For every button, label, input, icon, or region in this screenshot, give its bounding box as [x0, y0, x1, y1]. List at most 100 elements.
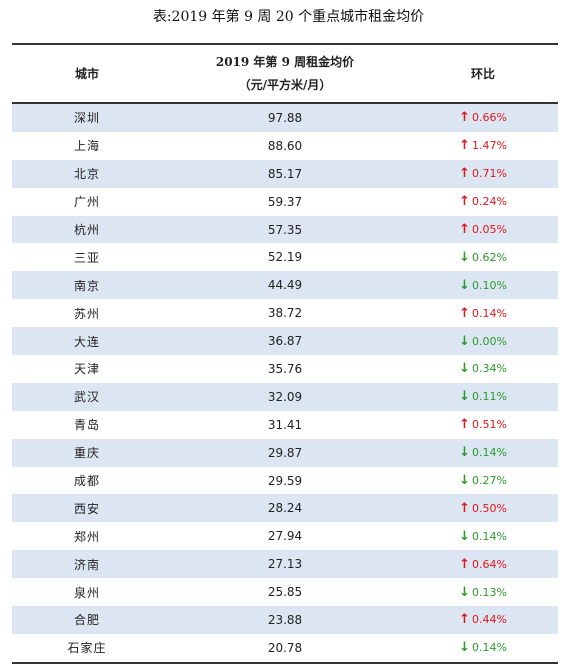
table-row: 上海 88.60 ↑ 1.47% — [12, 132, 558, 160]
cell-city: 重庆 — [73, 446, 100, 461]
arrow-down-icon: ↓ — [459, 473, 470, 489]
cell-change: ↑ 0.05% — [408, 222, 558, 237]
table-row: 南京 44.49 ↓ 0.10% — [12, 271, 558, 300]
cell-price: 27.13 — [267, 557, 303, 572]
table-row: 泉州 25.85 ↓ 0.13% — [12, 578, 558, 606]
arrow-up-icon: ↑ — [459, 222, 470, 237]
cell-price: 27.94 — [267, 529, 303, 544]
arrow-up-icon: ↑ — [459, 166, 470, 182]
change-value: 0.51% — [471, 418, 507, 432]
change-value: 0.10% — [471, 278, 507, 292]
cell-city: 成都 — [73, 474, 100, 489]
change-value: 0.66% — [471, 111, 507, 125]
cell-change: ↑ 0.24% — [408, 194, 558, 209]
arrow-down-icon: ↓ — [459, 640, 470, 656]
cell-price: 28.24 — [267, 501, 303, 516]
cell-city: 北京 — [73, 167, 100, 182]
cell-city: 郑州 — [73, 529, 100, 544]
cell-city: 济南 — [73, 557, 100, 572]
change-value: 0.05% — [471, 223, 507, 236]
arrow-up-icon: ↑ — [459, 417, 470, 433]
table-row: 济南 27.13 ↑ 0.64% — [12, 550, 558, 579]
header-price-line1: 2019 年第 9 周租金均价 — [215, 54, 355, 69]
change-value: 0.71% — [471, 167, 507, 181]
cell-change: ↑ 0.51% — [408, 417, 558, 432]
cell-change: ↓ 0.62% — [408, 250, 558, 265]
arrow-up-icon: ↑ — [459, 194, 470, 210]
change-value: 0.14% — [471, 306, 507, 320]
cell-city: 泉州 — [73, 585, 100, 600]
table-row: 广州 59.37 ↑ 0.24% — [12, 188, 558, 216]
table-row: 合肥 23.88 ↑ 0.44% — [12, 606, 558, 634]
table-row: 成都 29.59 ↓ 0.27% — [12, 467, 558, 495]
table-row: 武汉 32.09 ↓ 0.11% — [12, 382, 558, 411]
cell-change: ↓ 0.14% — [408, 445, 558, 460]
arrow-up-icon: ↑ — [459, 110, 470, 126]
cell-change: ↓ 0.00% — [408, 334, 558, 349]
change-value: 0.34% — [471, 362, 507, 376]
table-row: 北京 85.17 ↑ 0.71% — [12, 159, 558, 188]
cell-change: ↑ 0.44% — [408, 612, 558, 627]
cell-city: 西安 — [73, 501, 100, 516]
change-value: 0.11% — [471, 390, 507, 404]
cell-price: 29.59 — [267, 473, 303, 488]
cell-change: ↑ 0.64% — [408, 557, 558, 572]
cell-price: 25.85 — [267, 585, 303, 600]
arrow-down-icon: ↓ — [459, 361, 470, 377]
change-value: 0.62% — [471, 250, 507, 264]
change-value: 0.44% — [471, 613, 507, 627]
cell-city: 青岛 — [73, 418, 100, 433]
cell-change: ↓ 0.34% — [408, 361, 558, 376]
cell-city: 苏州 — [73, 306, 100, 321]
change-value: 0.13% — [471, 585, 507, 599]
cell-city: 天津 — [73, 362, 100, 377]
change-value: 0.27% — [471, 474, 507, 488]
cell-change: ↑ 1.47% — [408, 138, 558, 153]
arrow-down-icon: ↓ — [459, 584, 470, 600]
cell-price: 59.37 — [267, 194, 303, 209]
cell-price: 32.09 — [267, 389, 303, 404]
cell-change: ↑ 0.71% — [408, 166, 558, 181]
table-row: 青岛 31.41 ↑ 0.51% — [12, 411, 558, 439]
cell-change: ↓ 0.11% — [408, 389, 558, 404]
arrow-down-icon: ↓ — [459, 445, 470, 461]
change-value: 0.00% — [471, 334, 507, 348]
table-row: 天津 35.76 ↓ 0.34% — [12, 355, 558, 383]
change-value: 0.24% — [471, 195, 507, 209]
cell-city: 杭州 — [73, 223, 100, 237]
table-row: 三亚 52.19 ↓ 0.62% — [12, 243, 558, 271]
cell-price: 57.35 — [267, 222, 303, 237]
cell-change: ↓ 0.14% — [408, 640, 558, 655]
header-price: 2019 年第 9 周租金均价 （元/平方米/月） — [162, 51, 408, 97]
header-price-line2: （元/平方米/月） — [238, 77, 332, 92]
rent-table: 城市 2019 年第 9 周租金均价 （元/平方米/月） 环比 深圳 97.88 ↑… — [12, 43, 558, 664]
arrow-up-icon: ↑ — [459, 500, 470, 516]
cell-price: 38.72 — [267, 306, 303, 321]
cell-price: 44.49 — [267, 278, 303, 293]
cell-price: 88.60 — [267, 138, 303, 153]
cell-city: 石家庄 — [67, 641, 107, 656]
cell-change: ↓ 0.14% — [408, 529, 558, 544]
cell-price: 20.78 — [267, 640, 303, 655]
arrow-up-icon: ↑ — [459, 305, 470, 321]
arrow-down-icon: ↓ — [459, 249, 470, 265]
table-row: 石家庄 20.78 ↓ 0.14% — [12, 634, 558, 662]
table-caption: 表:2019 年第 9 周 20 个重点城市租金均价 — [152, 9, 425, 25]
cell-city: 大连 — [73, 334, 100, 349]
cell-city: 南京 — [73, 278, 100, 293]
cell-price: 29.87 — [267, 445, 303, 460]
change-value: 0.64% — [471, 557, 507, 571]
cell-change: ↑ 0.66% — [408, 110, 558, 125]
cell-price: 97.88 — [267, 110, 303, 125]
arrow-down-icon: ↓ — [459, 333, 470, 349]
table-row: 深圳 97.88 ↑ 0.66% — [12, 104, 558, 132]
arrow-down-icon: ↓ — [459, 389, 470, 405]
arrow-up-icon: ↑ — [459, 138, 470, 154]
arrow-down-icon: ↓ — [459, 277, 470, 293]
arrow-down-icon: ↓ — [459, 528, 470, 544]
change-value: 1.47% — [471, 139, 507, 153]
cell-change: ↓ 0.10% — [408, 278, 558, 293]
cell-city: 三亚 — [73, 250, 100, 265]
change-value: 0.14% — [471, 446, 507, 460]
cell-change: ↓ 0.27% — [408, 473, 558, 488]
